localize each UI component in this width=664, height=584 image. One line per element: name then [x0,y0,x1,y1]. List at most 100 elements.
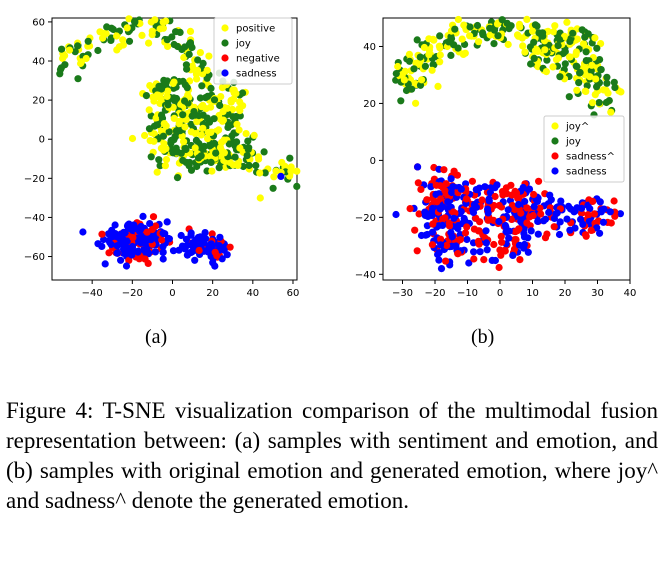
scatter-point-joy [541,46,549,54]
scatter-point-positive [151,16,159,24]
scatter-point-joy [164,101,172,109]
scatter-point-sadness [460,214,468,223]
scatter-point-positive [82,54,90,63]
scatter-point-joy [177,149,185,157]
scatter-point-joy [181,144,189,152]
scatter-point-sadness [432,190,440,198]
scatter-point-positive [250,131,258,139]
scatter-point-sadness [456,236,464,244]
scatter-point-sadness [277,172,285,180]
scatter-point-positive [145,39,153,47]
scatter-point-sadness [122,262,131,270]
panel-a-plot: −40 −20 0 20 40 60 −60 −40 −20 0 20 40 60 positive joy… [24,15,301,299]
scatter-point-joy [436,44,444,52]
scatter-point-sadness [417,185,425,193]
scatter-point-joy [84,37,92,45]
scatter-point-joy [167,139,175,147]
scatter-point-sadness [470,255,478,263]
scatter-point-positive [236,98,244,106]
scatter-point-joy [569,29,577,37]
scatter-point-sadness [495,263,503,272]
scatter-point-sadness [435,256,443,264]
scatter-point-positive [270,173,278,181]
panel-b-plot: −30 −20 −10 0 10 20 30 40 −40 −20 0 20 40 joy^ joy sadn… [355,15,636,299]
scatter-point-joy [572,62,580,70]
scatter-point-negative [135,255,143,263]
scatter-point-joy [466,32,474,40]
scatter-point-sadness [530,190,538,199]
x-tick-label: 40 [246,288,259,299]
scatter-point-joy [412,59,420,67]
scatter-point-sadness [142,245,151,253]
scatter-point-sadness [414,179,422,187]
scatter-point-sadness [440,166,448,174]
scatter-point-joy [196,94,204,102]
scatter-point-joy [210,115,218,123]
scatter-point-positive [235,126,243,134]
scatter-points [56,15,301,270]
scatter-points [392,15,625,273]
scatter-point-sadness [437,195,445,203]
scatter-point-sadness [616,210,625,218]
scatter-point-joy [413,36,421,44]
scatter-point-joy [239,89,247,97]
y-tick-label: 40 [32,57,45,68]
scatter-point-positive [181,123,189,131]
scatter-point-joy [231,153,239,161]
legend-label: sadness [566,167,607,178]
scatter-point-sadness [470,200,478,209]
scatter-point-joy [516,23,524,31]
scatter-point-joy [165,128,173,136]
plot-frame [382,17,631,281]
scatter-point-sadness [215,242,223,250]
scatter-point-joy [436,32,444,40]
scatter-point-sadness [159,229,167,237]
scatter-point-sadness [443,241,451,250]
scatter-point-joy [561,60,569,68]
x-tick-label: −40 [82,288,103,299]
scatter-point-sadness [555,230,564,239]
x-tick-label: −20 [122,288,143,299]
scatter-point-sadness [447,175,455,183]
scatter-point-sadness [484,209,492,217]
scatter-point-positive [220,149,228,157]
scatter-point-joy [210,96,219,104]
scatter-point-positive [180,138,188,146]
scatter-point-positive [215,126,223,134]
scatter-point-joy [56,65,65,74]
scatter-point-sadness [413,247,421,255]
scatter-point-sadness [454,224,462,233]
scatter-point-sadness [117,256,125,264]
scatter-point-positive [180,53,188,62]
scatter-point-joy [181,97,189,105]
legend-marker [551,167,559,175]
chart-legend: positive joy negative sadness [213,17,293,85]
scatter-point-joy [445,37,453,46]
scatter-point-sadness [597,206,606,214]
scatter-point-joy [172,28,180,36]
scatter-point-sadness [216,233,224,241]
scatter-point-positive [203,66,211,74]
scatter-point-sadness [98,242,106,250]
scatter-point-sadness [577,215,585,223]
scatter-point-positive [119,36,127,44]
scatter-point-joy [513,31,522,39]
scatter-point-joy [542,68,551,76]
scatter-point-joy [436,51,444,59]
scatter-point-sadness [545,208,553,216]
scatter-point-sadness [392,210,400,219]
chart-legend: joy^ joy sadness^ sadness [543,115,625,183]
scatter-point-joy [551,22,559,30]
scatter-point-joy [434,82,442,90]
scatter-point-joy [229,113,237,121]
scatter-point-joy [410,65,418,73]
scatter-point-positive [230,95,238,103]
scatter-point-joy [187,120,195,128]
y-tick-label: 0 [370,156,376,167]
scatter-point-sadness [134,248,142,256]
scatter-point-joy [416,53,424,61]
scatter-point-sadness [432,181,440,189]
scatter-point-sadness [146,220,154,228]
scatter-point-joy [578,26,586,34]
scatter-point-joy [181,43,189,51]
